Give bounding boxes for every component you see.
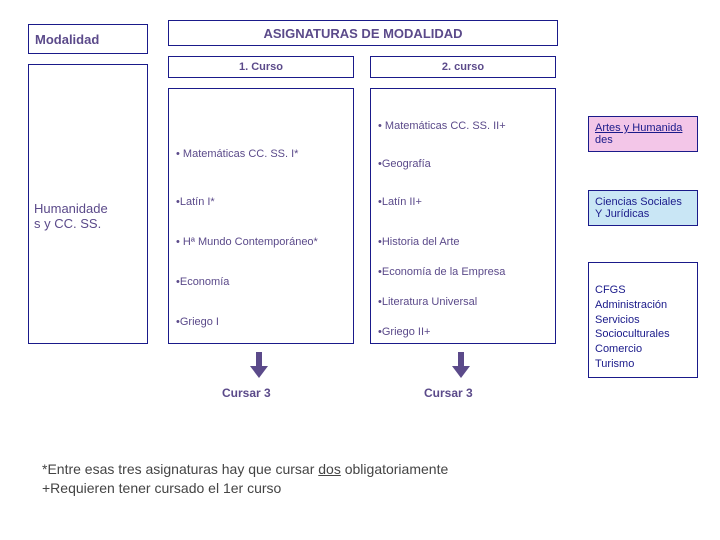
col1-tall-box (168, 88, 354, 344)
humanidades-label: Humanidade s y CC. SS. (34, 186, 146, 231)
curso2-label: 2. curso (442, 61, 484, 73)
humanidades-text: Humanidade s y CC. SS. (34, 201, 108, 231)
title-label: ASIGNATURAS DE MODALIDAD (263, 26, 462, 41)
c2-r1: •Geografía (378, 158, 431, 170)
modalidad-header: Modalidad (28, 24, 148, 54)
c1-r3: •Economía (176, 276, 229, 288)
foot-l2: +Requieren tener cursado el 1er curso (42, 480, 281, 496)
c2-r0: • Matemáticas CC. SS. II+ (378, 120, 506, 132)
ciencias-l2: Y Jurídicas (595, 208, 649, 220)
c2-r2: •Latín II+ (378, 196, 422, 208)
c1-r0: • Matemáticas CC. SS. I* (176, 148, 298, 160)
curso1-label: 1. Curso (239, 61, 283, 73)
artes-l1: Artes y Humanida (595, 122, 682, 134)
modalidad-label: Modalidad (35, 32, 99, 47)
ciencias-l1: Ciencias Sociales (595, 196, 682, 208)
c2-r3: •Historia del Arte (378, 236, 460, 248)
arrow1 (250, 352, 268, 380)
curso1-header: 1. Curso (168, 56, 354, 78)
c2-r6: •Griego II+ (378, 326, 430, 338)
ciencias-box: Ciencias Sociales Y Jurídicas (588, 190, 698, 226)
c2-r4: •Economía de la Empresa (378, 266, 505, 278)
foot-l1a: *Entre esas tres asignaturas hay que cur… (42, 461, 318, 477)
footnote: *Entre esas tres asignaturas hay que cur… (42, 460, 448, 498)
foot-l1c: obligatoriamente (341, 461, 448, 477)
c1-r1: •Latín I* (176, 196, 215, 208)
cursar2: Cursar 3 (424, 386, 473, 400)
cursar1: Cursar 3 (222, 386, 271, 400)
c1-r2: • Hª Mundo Contemporáneo* (176, 236, 318, 248)
artes-box: Artes y Humanida des (588, 116, 698, 152)
curso2-header: 2. curso (370, 56, 556, 78)
cfgs-text: CFGS Administración Servicios Sociocultu… (595, 284, 670, 370)
cfgs-box: CFGS Administración Servicios Sociocultu… (588, 262, 698, 378)
foot-l1b: dos (318, 461, 341, 477)
artes-l2: des (595, 134, 613, 146)
title-header: ASIGNATURAS DE MODALIDAD (168, 20, 558, 46)
c1-r4: •Griego I (176, 316, 219, 328)
arrow2 (452, 352, 470, 380)
c2-r5: •Literatura Universal (378, 296, 477, 308)
